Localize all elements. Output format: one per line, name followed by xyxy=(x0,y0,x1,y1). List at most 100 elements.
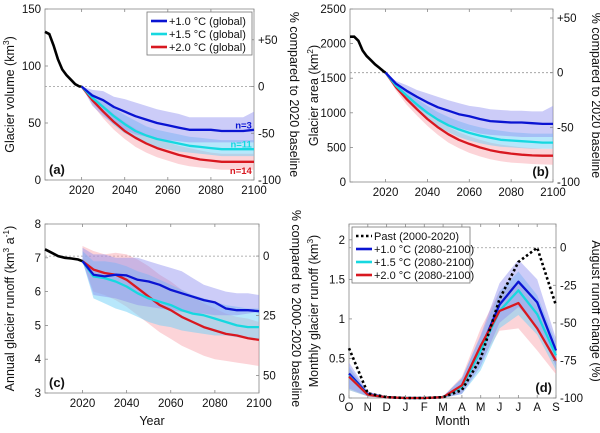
series-line-past xyxy=(350,35,387,74)
series-line-s10 xyxy=(384,71,553,126)
x-tick-label: A xyxy=(533,402,541,414)
y2-tick-label: 25 xyxy=(263,311,276,323)
series-line-s10 xyxy=(80,85,255,133)
y-label-text: Monthly glacier runoff (km xyxy=(307,244,321,388)
y-tick-label: 150 xyxy=(22,4,41,16)
y-tick-label: 1 xyxy=(339,314,345,326)
y2-tick-label: -100 xyxy=(258,175,281,187)
y-tick-label: 0 xyxy=(340,177,346,189)
x-tick-label: 2020 xyxy=(70,398,96,410)
y-axis-label: Monthly glacier runoff (km3) xyxy=(305,235,321,387)
series-line-s20 xyxy=(348,301,557,400)
uncertainty-band-s10 xyxy=(349,259,556,398)
x-tick-label: 2020 xyxy=(373,187,399,199)
y-axis-label: Annual glacier runoff (km3 a-1) xyxy=(1,226,17,392)
y-tick-label: 2 xyxy=(339,235,345,247)
uncertainty-band-s15 xyxy=(82,251,259,339)
y2-tick-label: -50 xyxy=(258,128,275,140)
legend-label-s10: +1.0 °C (2080-2100) xyxy=(374,244,474,256)
y-label-text: a xyxy=(3,237,17,247)
y2-tick-label: 0 xyxy=(557,68,563,80)
x-tick-label: A xyxy=(458,402,466,414)
y-tick-label: 2000 xyxy=(320,39,346,51)
y-tick-label: 0 xyxy=(339,393,345,405)
panel-label: (b) xyxy=(532,164,549,179)
y-label-text: Annual glacier runoff (km xyxy=(3,253,17,392)
y-tick-label: 1.5 xyxy=(329,274,345,286)
x-tick-label: J xyxy=(403,402,409,414)
x-tick-label: M xyxy=(438,402,448,414)
y2-tick-label: 0 xyxy=(258,82,264,94)
x-tick-label: 2040 xyxy=(114,398,140,410)
y2-tick-label: -25 xyxy=(560,280,577,292)
y2-tick-label: 50 xyxy=(263,370,276,382)
x-tick-label: 2060 xyxy=(155,185,181,197)
y2-tick-label: -50 xyxy=(560,318,577,330)
y2-axis-label: August runoff change (%) xyxy=(589,240,600,382)
y-label-sup: -1 xyxy=(1,230,11,238)
y-tick-label: 100 xyxy=(22,61,41,73)
annotation-s20: n=14 xyxy=(230,166,253,177)
uncertainty-band-s15 xyxy=(349,271,556,398)
legend: +1.0 °C (global)+1.5 °C (global)+2.0 °C … xyxy=(146,11,253,56)
y-tick-label: 4 xyxy=(35,354,42,366)
series-line-s10 xyxy=(81,260,260,313)
y-label-sup: 3 xyxy=(305,239,315,244)
uncertainty-band-s10 xyxy=(81,86,254,143)
x-tick-label: F xyxy=(421,402,428,414)
y-tick-label: 1500 xyxy=(320,73,346,85)
x-tick-label: 2060 xyxy=(158,398,184,410)
y-tick-label: 1000 xyxy=(320,108,346,120)
y2-tick-label: 0 xyxy=(560,243,566,255)
y-label-text: ) xyxy=(3,36,17,40)
x-tick-label: 2100 xyxy=(246,398,272,410)
series-line-s15 xyxy=(80,85,254,151)
y-label-text: ) xyxy=(307,45,321,49)
y-label-text: Glacier volume (km xyxy=(3,45,17,153)
y-tick-label: 0 xyxy=(35,175,41,187)
y-tick-label: 5 xyxy=(35,320,41,332)
uncertainty-band-s10 xyxy=(82,247,259,316)
y-label-sup: 3 xyxy=(1,40,11,45)
y2-tick-label: -100 xyxy=(560,393,583,405)
legend-label-s20: +2.0 °C (global) xyxy=(169,42,246,54)
series-line-past xyxy=(44,30,82,88)
x-axis-label: Month xyxy=(435,414,470,428)
panel-a: 0 50 100 150 +50 0 -50 -100 2020 2040 2060 2080 2100… xyxy=(1,4,301,197)
y2-tick-label: -75 xyxy=(560,355,577,367)
series-line-s20 xyxy=(80,85,254,163)
y-label-text: ) xyxy=(307,235,321,239)
x-tick-label: 2080 xyxy=(202,398,228,410)
panel-label: (a) xyxy=(49,162,65,177)
y2-tick-label: -100 xyxy=(557,177,580,189)
x-tick-label: O xyxy=(345,402,354,414)
x-axis-label: Year xyxy=(139,414,164,428)
panel-c: 3 4 5 6 7 8 0 25 50 2020 2040 2060 2080 2100 Annual gl… xyxy=(1,210,303,428)
x-tick-label: 2100 xyxy=(540,187,566,199)
x-tick-label: 2080 xyxy=(498,187,524,199)
x-tick-label: 2080 xyxy=(198,185,224,197)
x-tick-label: 2060 xyxy=(456,187,482,199)
legend-label-past: Past (2000-2020) xyxy=(374,231,459,243)
y-tick-label: 3 xyxy=(35,388,41,400)
x-tick-label: J xyxy=(497,402,503,414)
y-axis-label: Glacier volume (km3) xyxy=(1,36,17,153)
y-tick-label: 50 xyxy=(28,118,41,130)
legend-label-s20: +2.0 °C (2080-2100) xyxy=(374,270,474,282)
legend-label-s10: +1.0 °C (global) xyxy=(169,16,246,28)
y2-tick-label: +50 xyxy=(258,35,278,47)
y2-axis-label: % compared to 2020 baseline xyxy=(589,13,600,178)
annotation-s15: n=11 xyxy=(230,140,252,151)
y-axis-label: Glacier area (km2) xyxy=(305,45,321,146)
x-tick-label: 2100 xyxy=(241,185,267,197)
series-line-past xyxy=(44,248,83,263)
uncertainty-band-s10 xyxy=(385,72,553,137)
y-tick-label: 500 xyxy=(327,142,346,154)
y-tick-label: 2500 xyxy=(320,4,346,16)
panel-label: (d) xyxy=(535,380,552,395)
y-tick-label: 0.5 xyxy=(329,353,345,365)
annotation-s10: n=3 xyxy=(235,120,252,131)
y2-tick-label: 0 xyxy=(263,251,269,263)
